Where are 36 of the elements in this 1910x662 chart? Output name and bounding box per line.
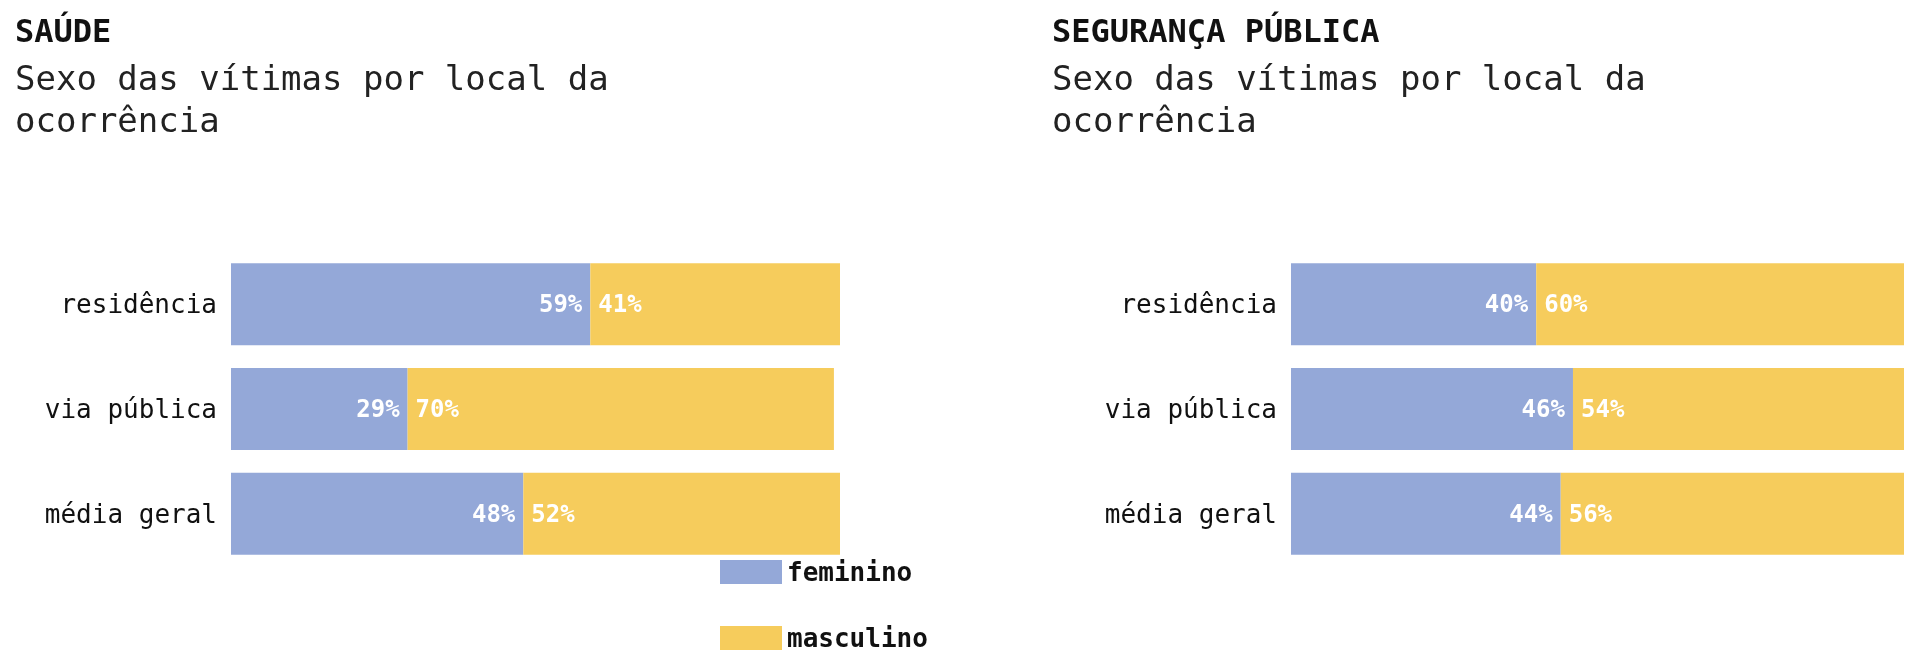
legend-label: feminino <box>787 557 913 587</box>
data-label: 41% <box>598 290 643 319</box>
bar <box>231 472 524 555</box>
data-label: 52% <box>531 499 576 528</box>
y-tick-label: residência <box>60 289 217 320</box>
y-tick-label: média geral <box>44 498 217 529</box>
data-label: 60% <box>1544 290 1589 319</box>
chart-subtitle: Sexo das vítimas por local da ocorrência <box>1052 58 1667 140</box>
y-tick-label: via pública <box>1104 394 1277 424</box>
chart-title: SEGURANÇA PÚBLICA <box>1052 11 1380 50</box>
bar <box>1291 263 1537 346</box>
data-label: 29% <box>356 395 401 423</box>
y-tick-label: média geral <box>1104 498 1277 529</box>
data-label: 56% <box>1568 499 1613 528</box>
data-label: 40% <box>1484 290 1529 319</box>
y-tick-label: via pública <box>44 394 217 424</box>
y-tick-label: residência <box>1120 289 1277 320</box>
data-label: 48% <box>471 499 516 528</box>
bar <box>1291 368 1573 450</box>
chart-subtitle: Sexo das vítimas por local da ocorrência <box>15 58 630 140</box>
bar <box>1572 368 1904 450</box>
bar <box>231 263 591 346</box>
bar <box>1536 263 1904 346</box>
bar <box>407 368 834 450</box>
data-label: 54% <box>1580 395 1625 423</box>
legend-label: masculino <box>787 623 928 653</box>
bar <box>231 368 408 450</box>
chart-title: SAÚDE <box>15 11 112 50</box>
data-label: 59% <box>538 290 583 319</box>
bar <box>1291 472 1561 555</box>
data-label: 44% <box>1509 499 1554 528</box>
data-label: 46% <box>1521 395 1566 423</box>
data-label: 70% <box>415 395 460 423</box>
bar <box>590 263 840 346</box>
bar <box>1560 472 1904 555</box>
bar <box>523 472 840 555</box>
